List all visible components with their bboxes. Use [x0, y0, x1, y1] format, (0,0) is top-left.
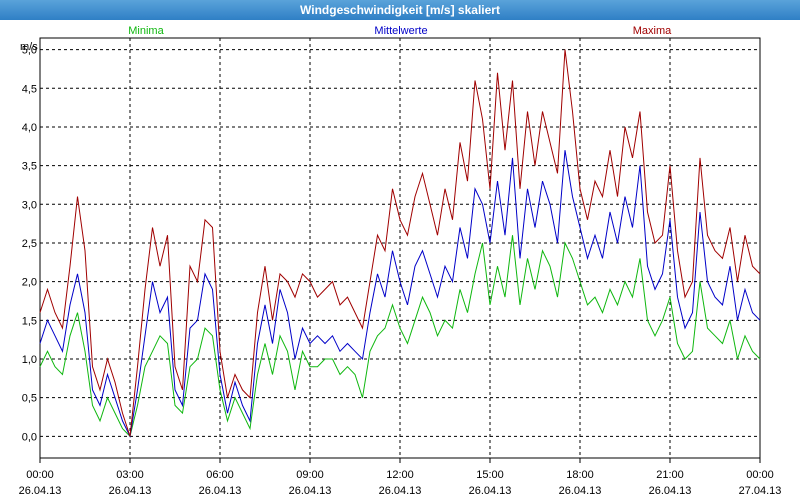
x-tick-time: 15:00	[476, 469, 504, 481]
x-tick-date: 26.04.13	[649, 485, 692, 497]
legend-item-mittelwerte: Mittelwerte	[374, 25, 427, 37]
y-tick-label: 3,0	[22, 199, 37, 211]
y-tick-label: 1,5	[22, 315, 37, 327]
y-tick-label: 4,0	[22, 122, 37, 134]
series-lines	[39, 49, 761, 438]
x-tick-time: 00:00	[26, 469, 54, 481]
legend-item-minima: Minima	[128, 25, 164, 37]
y-tick-label: 2,0	[22, 277, 37, 289]
series-line-minima	[39, 235, 761, 438]
grid-lines	[40, 38, 760, 458]
y-axis-ticks: 0,0 0,5 1,0 1,5 2,0 2,5 3,0 3,5 4,0 4,5 5,0	[22, 45, 37, 444]
legend-item-maxima: Maxima	[633, 25, 672, 37]
y-tick-label: 3,5	[22, 161, 37, 173]
x-tick-time: 12:00	[386, 469, 414, 481]
y-tick-label: 0,5	[22, 393, 37, 405]
x-axis-ticks: 00:00 26.04.13 03:00 26.04.13 06:00 26.04.13 0…	[19, 458, 782, 497]
x-tick-date: 26.04.13	[469, 485, 512, 497]
legend: Minima Mittelwerte Maxima	[128, 25, 672, 37]
y-tick-label: 4,5	[22, 83, 37, 95]
y-axis-label: m/s	[20, 41, 38, 53]
x-tick-time: 09:00	[296, 469, 324, 481]
y-tick-label: 1,0	[22, 354, 37, 366]
y-tick-label: 5,0	[22, 45, 37, 57]
x-tick-date: 27.04.13	[739, 485, 782, 497]
x-tick-time: 18:00	[566, 469, 594, 481]
x-tick-date: 26.04.13	[19, 485, 62, 497]
x-tick-date: 26.04.13	[289, 485, 332, 497]
series-line-mittelwerte	[39, 150, 761, 438]
x-tick-date: 26.04.13	[199, 485, 242, 497]
series-line-maxima	[39, 49, 761, 437]
line-chart: 0,0 0,5 1,0 1,5 2,0 2,5 3,0 3,5 4,0 4,5 5,0 00:00 2…	[19, 25, 782, 497]
y-tick-label: 2,5	[22, 238, 37, 250]
x-tick-date: 26.04.13	[379, 485, 422, 497]
x-tick-date: 26.04.13	[559, 485, 602, 497]
x-tick-time: 21:00	[656, 469, 684, 481]
x-tick-time: 06:00	[206, 469, 234, 481]
y-tick-label: 0,0	[22, 431, 37, 443]
chart-title: Windgeschwindigkeit [m/s] skaliert	[0, 0, 800, 20]
x-tick-time: 00:00	[746, 469, 774, 481]
x-tick-date: 26.04.13	[109, 485, 152, 497]
x-tick-time: 03:00	[116, 469, 144, 481]
